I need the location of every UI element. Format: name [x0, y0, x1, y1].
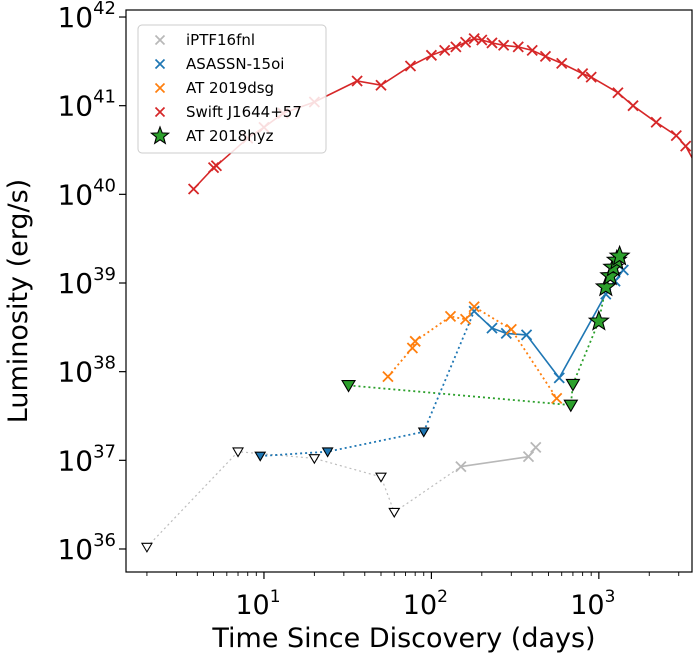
series-0-point-2 — [530, 441, 542, 454]
legend-marker-0 — [154, 34, 166, 46]
series-line-2 — [387, 305, 558, 399]
x-tick-label-0: 101 — [235, 587, 280, 621]
asassn-connector — [422, 310, 475, 433]
series-3-point-18 — [512, 41, 524, 53]
limit-1-point-2 — [417, 427, 430, 438]
series-3-point-12 — [450, 41, 462, 53]
series-3-point-22 — [576, 67, 589, 80]
hyz-connector — [572, 320, 600, 385]
series-3-point-0 — [187, 183, 200, 195]
limit-0-point-1 — [232, 447, 244, 458]
x-tick-label-2: 103 — [570, 587, 615, 621]
limit-2-point-2 — [565, 378, 581, 392]
series-2-point-6 — [505, 323, 517, 335]
limit-0-point-3 — [375, 472, 387, 483]
series-2-point-0 — [382, 370, 394, 383]
series-4-point-5 — [608, 244, 631, 266]
legend-label-3: Swift J1644+57 — [186, 103, 302, 121]
y-tick-label-0: 1036 — [57, 530, 116, 566]
y-tick-label-3: 1039 — [57, 264, 116, 300]
series-3-point-16 — [486, 37, 498, 49]
series-2-point-5 — [468, 301, 480, 313]
series-0-point-0 — [455, 460, 467, 473]
legend-label-4: AT 2018hyz — [186, 127, 274, 145]
series-1-point-3 — [520, 329, 533, 341]
series-2-point-3 — [444, 310, 457, 323]
series-3-point-25 — [627, 100, 639, 112]
series-3-point-21 — [556, 57, 568, 70]
series-3-point-10 — [425, 49, 438, 61]
series-3-point-29 — [695, 167, 700, 177]
series-3-point-19 — [526, 44, 538, 57]
series-3-point-15 — [476, 34, 488, 46]
legend-label-1: ASASSN-15oi — [186, 55, 284, 73]
limit-0-point-2 — [308, 454, 321, 465]
series-3-point-23 — [585, 71, 597, 83]
series-4-point-0 — [587, 309, 610, 331]
limit-0-point-4 — [388, 507, 401, 519]
limit-line-1 — [260, 430, 424, 457]
series-3-point-28 — [680, 140, 692, 152]
series-2-point-4 — [459, 313, 472, 325]
y-tick-label-5: 1041 — [57, 87, 116, 123]
limit-line-2 — [348, 384, 574, 407]
y-tick-label-4: 1040 — [57, 175, 116, 211]
series-3-point-11 — [439, 44, 451, 57]
series-3-point-7 — [351, 75, 363, 87]
y-tick-label-6: 1042 — [57, 0, 116, 34]
series-3-point-2 — [210, 160, 223, 172]
y-tick-label-1: 1037 — [57, 441, 116, 477]
series-1-point-1 — [486, 322, 498, 334]
series-3-point-9 — [404, 60, 417, 72]
x-axis-title: Time Since Discovery (days) — [211, 623, 595, 654]
legend-marker-1 — [154, 58, 166, 70]
limit-1-point-0 — [254, 451, 267, 462]
series-3-point-20 — [539, 50, 552, 62]
limit-2-point-0 — [341, 379, 357, 393]
series-3-point-17 — [497, 39, 510, 51]
series-3-point-24 — [612, 87, 624, 99]
legend-label-0: iPTF16fnl — [186, 31, 255, 49]
series-2-point-7 — [551, 392, 563, 404]
series-0-point-1 — [522, 451, 535, 463]
legend-marker-3 — [154, 106, 166, 118]
series-line-0 — [460, 446, 537, 468]
series-3-point-13 — [459, 36, 472, 48]
limit-line-0 — [146, 451, 395, 548]
legend-marker-4 — [149, 125, 171, 145]
limit-0-point-0 — [140, 542, 153, 553]
series-1-point-4 — [553, 372, 565, 384]
plot-frame — [125, 9, 693, 573]
x-tick-label-1: 102 — [403, 587, 448, 621]
series-3-point-8 — [375, 79, 387, 91]
series-3-point-27 — [670, 129, 682, 142]
y-tick-label-2: 1038 — [57, 353, 116, 389]
legend-box — [137, 24, 327, 154]
limit-1-point-1 — [321, 447, 334, 458]
series-4-point-1 — [594, 275, 617, 297]
y-axis-title: Luminosity (erg/s) — [3, 179, 34, 423]
series-3-point-26 — [650, 116, 662, 128]
limit-2-point-1 — [563, 399, 579, 413]
series-2-point-1 — [406, 342, 419, 354]
series-2-point-2 — [409, 335, 421, 347]
fnl-connector — [393, 466, 462, 513]
plot-area — [140, 33, 700, 553]
legend-label-2: AT 2019dsg — [186, 79, 274, 97]
legend-marker-2 — [154, 82, 166, 94]
